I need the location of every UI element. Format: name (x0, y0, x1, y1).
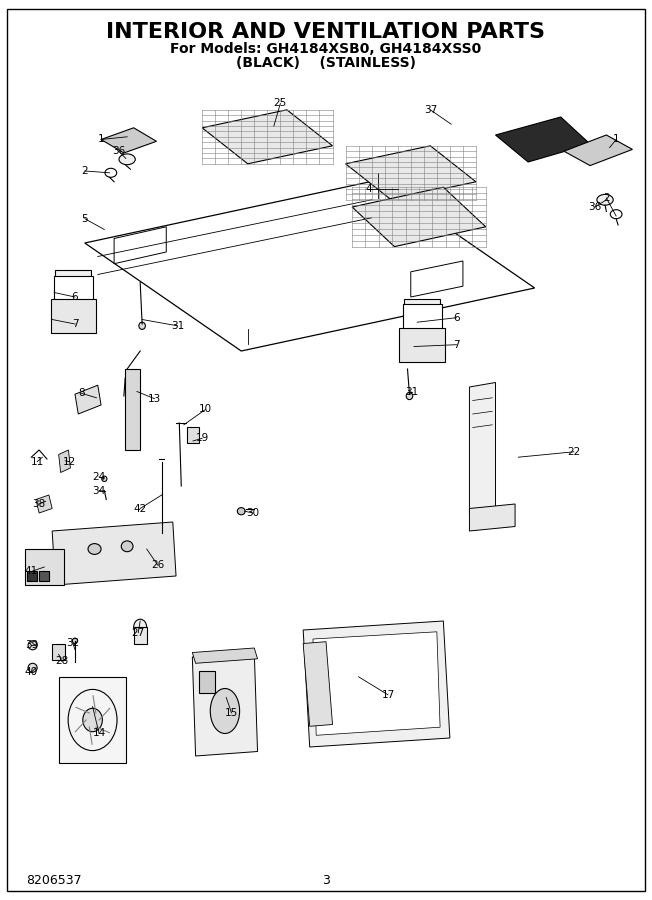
Polygon shape (202, 110, 333, 164)
Bar (187, 427, 199, 443)
Polygon shape (313, 632, 440, 735)
Text: 24: 24 (93, 472, 106, 482)
Bar (403, 304, 442, 338)
Text: 41: 41 (25, 566, 38, 577)
Text: 28: 28 (55, 656, 68, 667)
Text: 1: 1 (98, 134, 104, 145)
Polygon shape (469, 504, 515, 531)
Polygon shape (564, 135, 632, 166)
Text: 36: 36 (588, 202, 601, 212)
Bar (59, 677, 126, 763)
Polygon shape (496, 117, 590, 162)
Text: 42: 42 (134, 503, 147, 514)
Bar (51, 299, 96, 333)
Polygon shape (192, 648, 258, 663)
Text: 40: 40 (25, 667, 38, 678)
Text: 39: 39 (25, 640, 38, 651)
Text: 4: 4 (365, 184, 372, 194)
Polygon shape (75, 385, 101, 414)
Text: 22: 22 (567, 446, 580, 457)
Text: 14: 14 (93, 728, 106, 739)
Bar (199, 670, 215, 693)
Polygon shape (192, 652, 258, 756)
Ellipse shape (28, 641, 37, 650)
Text: 27: 27 (132, 627, 145, 638)
Ellipse shape (102, 476, 107, 482)
Ellipse shape (119, 154, 136, 165)
Polygon shape (469, 382, 496, 513)
Ellipse shape (121, 541, 133, 552)
Bar (54, 276, 93, 312)
Text: 17: 17 (381, 689, 394, 700)
Ellipse shape (597, 194, 613, 205)
Ellipse shape (83, 708, 102, 732)
Text: 5: 5 (82, 213, 88, 224)
Text: 10: 10 (199, 404, 212, 415)
Polygon shape (346, 146, 476, 200)
Text: 31: 31 (406, 386, 419, 397)
Ellipse shape (406, 392, 413, 400)
Text: 31: 31 (171, 320, 184, 331)
Bar (25, 549, 64, 585)
Text: 30: 30 (246, 508, 259, 518)
Bar (399, 328, 445, 362)
Bar (134, 627, 147, 644)
Text: 37: 37 (424, 104, 437, 115)
Text: 1: 1 (613, 134, 619, 145)
Bar (125, 369, 140, 450)
Ellipse shape (134, 619, 147, 635)
Text: 8206537: 8206537 (26, 874, 82, 886)
Bar (404, 299, 440, 326)
Polygon shape (36, 495, 52, 513)
Text: 11: 11 (31, 456, 44, 467)
Text: 12: 12 (63, 456, 76, 467)
Bar (52, 644, 65, 660)
Text: 15: 15 (225, 707, 238, 718)
Ellipse shape (139, 322, 145, 329)
Text: 26: 26 (151, 560, 164, 571)
Text: 13: 13 (148, 393, 161, 404)
Text: 3: 3 (322, 874, 330, 886)
Ellipse shape (72, 638, 78, 644)
Ellipse shape (210, 688, 239, 734)
Text: INTERIOR AND VENTILATION PARTS: INTERIOR AND VENTILATION PARTS (106, 22, 546, 41)
Polygon shape (303, 621, 450, 747)
Ellipse shape (28, 663, 37, 672)
Polygon shape (114, 227, 166, 264)
Polygon shape (352, 187, 486, 247)
Polygon shape (303, 642, 333, 726)
Text: 2: 2 (603, 193, 610, 203)
Ellipse shape (237, 508, 245, 515)
Text: 6: 6 (453, 312, 460, 323)
Text: For Models: GH4184XSB0, GH4184XSS0: For Models: GH4184XSB0, GH4184XSS0 (170, 41, 482, 56)
Polygon shape (411, 261, 463, 297)
Polygon shape (52, 522, 176, 585)
Text: 19: 19 (196, 433, 209, 444)
Text: 7: 7 (72, 319, 78, 329)
Text: 2: 2 (82, 166, 88, 176)
Text: 7: 7 (453, 339, 460, 350)
Bar (39, 571, 49, 581)
Text: 32: 32 (67, 638, 80, 649)
Text: 34: 34 (93, 485, 106, 496)
Bar (55, 270, 91, 300)
Text: 36: 36 (112, 146, 125, 157)
Ellipse shape (88, 544, 101, 554)
Bar (27, 571, 37, 581)
Text: 6: 6 (72, 292, 78, 302)
Text: 25: 25 (274, 98, 287, 109)
Polygon shape (101, 128, 156, 153)
Text: (BLACK)    (STAINLESS): (BLACK) (STAINLESS) (236, 56, 416, 70)
Polygon shape (59, 450, 70, 472)
Text: 38: 38 (33, 499, 46, 509)
Text: 8: 8 (78, 388, 85, 399)
